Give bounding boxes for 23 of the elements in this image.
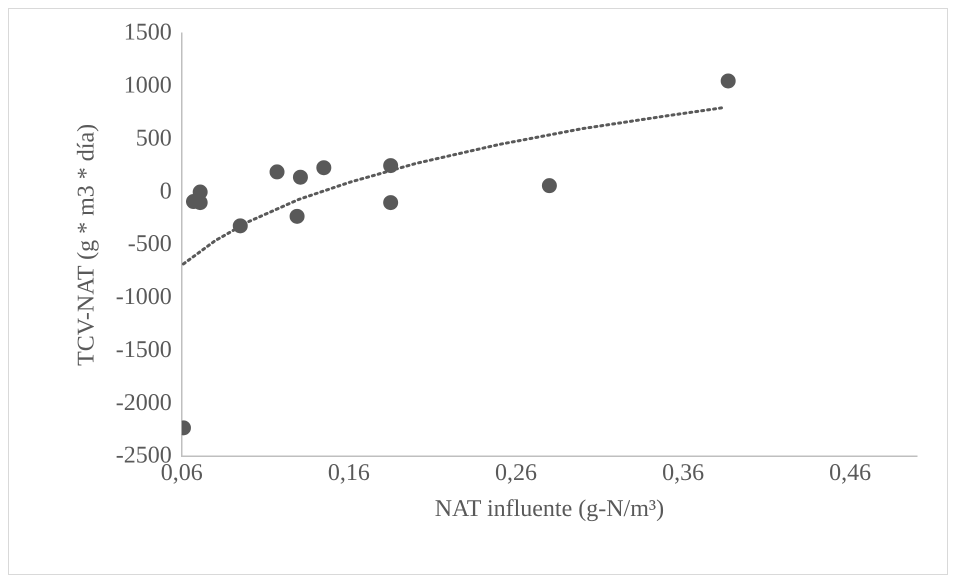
y-tick-label: -2000 xyxy=(116,390,172,416)
point xyxy=(542,178,557,194)
x-tick-label: 0,36 xyxy=(662,460,704,486)
point xyxy=(292,170,308,185)
point xyxy=(720,73,736,88)
y-tick-label: -1000 xyxy=(116,284,172,310)
point xyxy=(290,208,305,224)
y-axis-title: TCV-NAT (g * m3 * día) xyxy=(74,124,100,366)
x-tick-label: 0,26 xyxy=(494,460,537,486)
x-tick-label: 0,16 xyxy=(328,460,370,486)
y-tick-label: 500 xyxy=(136,125,172,152)
point xyxy=(316,160,332,176)
y-tick-label: 1000 xyxy=(124,72,172,99)
x-tick-label: 0,46 xyxy=(829,460,872,486)
y-tick-label: 1500 xyxy=(124,20,172,46)
y-tick-label: 0 xyxy=(160,178,172,204)
point xyxy=(232,218,248,234)
y-tick-label: -1500 xyxy=(116,336,172,363)
point xyxy=(383,158,398,174)
point xyxy=(270,164,285,180)
y-tick-label: -500 xyxy=(128,231,172,258)
x-axis-title: NAT influente (g-N/m³) xyxy=(434,496,664,522)
point xyxy=(383,195,398,210)
